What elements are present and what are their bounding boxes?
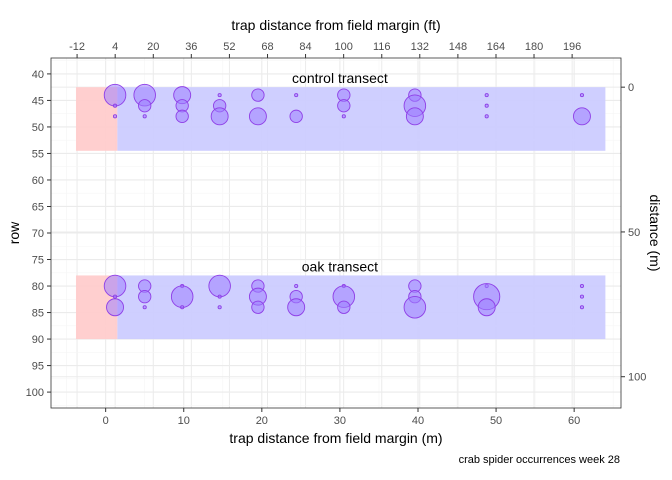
x-tick-label: 0 (103, 415, 109, 427)
y-right-tick-label: 100 (628, 372, 646, 384)
x-tick-label: 30 (334, 415, 346, 427)
occurrence-point (287, 298, 306, 317)
x-top-tick-label: 132 (411, 41, 429, 53)
occurrence-point (106, 298, 124, 317)
y-tick-label: 60 (32, 175, 44, 187)
occurrence-point (217, 305, 222, 310)
y-tick-label: 65 (32, 201, 44, 213)
y-right-tick-label: 50 (628, 227, 640, 239)
x-tick-label: 60 (568, 415, 580, 427)
x-top-tick-label: -12 (69, 41, 85, 53)
y-tick-label: 45 (32, 95, 44, 107)
x-top-tick-label: 84 (299, 41, 311, 53)
occurrence-point (484, 93, 489, 98)
occurrence-point (170, 285, 194, 308)
y-tick-label: 95 (32, 361, 44, 373)
occurrence-points (103, 83, 591, 319)
occurrence-point (112, 103, 118, 108)
occurrence-point (175, 109, 189, 123)
chart-caption: crab spider occurrences week 28 (459, 454, 620, 466)
x-top-tick-label: 4 (112, 41, 118, 53)
x-top-tick-label: 196 (563, 41, 581, 53)
y-tick-label: 100 (26, 387, 44, 399)
bottom-axis-title: trap distance from field margin (m) (229, 430, 442, 446)
occurrence-point (405, 107, 424, 126)
transect-labels: control transect oak transect (292, 70, 388, 274)
occurrence-point (112, 114, 118, 119)
occurrence-point (294, 93, 299, 98)
axes: 0 10 20 30 40 50 60 -12 4 20 36 52 68 84 100 116 132 148 1… (26, 41, 647, 427)
y-tick-label: 50 (32, 122, 44, 134)
occurrence-point (208, 274, 231, 298)
occurrence-point (180, 305, 185, 310)
occurrence-point (294, 283, 299, 289)
occurrence-point (138, 99, 152, 113)
occurrence-point (251, 300, 265, 314)
y-tick-label: 90 (32, 334, 44, 346)
occurrence-point (484, 114, 489, 119)
occurrence-point (573, 107, 591, 126)
x-top-tick-label: 36 (185, 41, 197, 53)
occurrence-point (142, 305, 147, 310)
occurrence-point (579, 294, 585, 299)
x-top-tick-label: 164 (487, 41, 505, 53)
y-tick-label: 85 (32, 308, 44, 320)
occurrence-point (579, 283, 585, 289)
occurrence-point (103, 274, 127, 298)
transect-label: control transect (292, 70, 388, 86)
x-tick-label: 40 (412, 415, 424, 427)
occurrence-point (484, 103, 489, 108)
occurrence-point (112, 294, 118, 299)
y-right-tick-label: 0 (628, 82, 634, 94)
occurrence-point (579, 93, 585, 98)
x-tick-label: 50 (490, 415, 502, 427)
y-tick-label: 75 (32, 255, 44, 267)
occurrence-point (341, 114, 346, 119)
x-tick-label: 10 (178, 415, 190, 427)
y-tick-label: 70 (32, 228, 44, 240)
x-top-tick-label: 68 (261, 41, 273, 53)
occurrence-point (217, 294, 222, 299)
occurrence-point (579, 305, 585, 310)
occurrence-point (477, 298, 496, 317)
y-tick-label: 80 (32, 281, 44, 293)
occurrence-point (248, 107, 267, 126)
occurrence-point (142, 114, 147, 119)
crop-zone (117, 87, 606, 151)
occurrence-point (337, 99, 351, 113)
occurrence-point (217, 93, 222, 98)
transect-label: oak transect (302, 258, 378, 274)
occurrence-point (251, 88, 265, 102)
occurrence-point (337, 300, 351, 314)
occurrence-point (289, 109, 303, 123)
x-top-tick-label: 20 (147, 41, 159, 53)
occurrence-point (403, 295, 427, 319)
right-axis-title: distance (m) (647, 194, 663, 271)
top-axis-title: trap distance from field margin (ft) (231, 17, 440, 33)
x-top-tick-label: 100 (334, 41, 352, 53)
y-tick-label: 55 (32, 148, 44, 160)
x-top-tick-label: 180 (525, 41, 543, 53)
left-axis-title: row (6, 221, 22, 244)
x-top-tick-label: 148 (449, 41, 467, 53)
x-top-tick-label: 116 (373, 41, 391, 53)
x-tick-label: 20 (256, 415, 268, 427)
occurrence-point (138, 289, 152, 304)
y-tick-label: 40 (32, 69, 44, 81)
crop-zone (117, 275, 606, 340)
x-top-tick-label: 52 (223, 41, 235, 53)
occurrence-point (210, 107, 229, 126)
occurrence-point (103, 83, 127, 107)
